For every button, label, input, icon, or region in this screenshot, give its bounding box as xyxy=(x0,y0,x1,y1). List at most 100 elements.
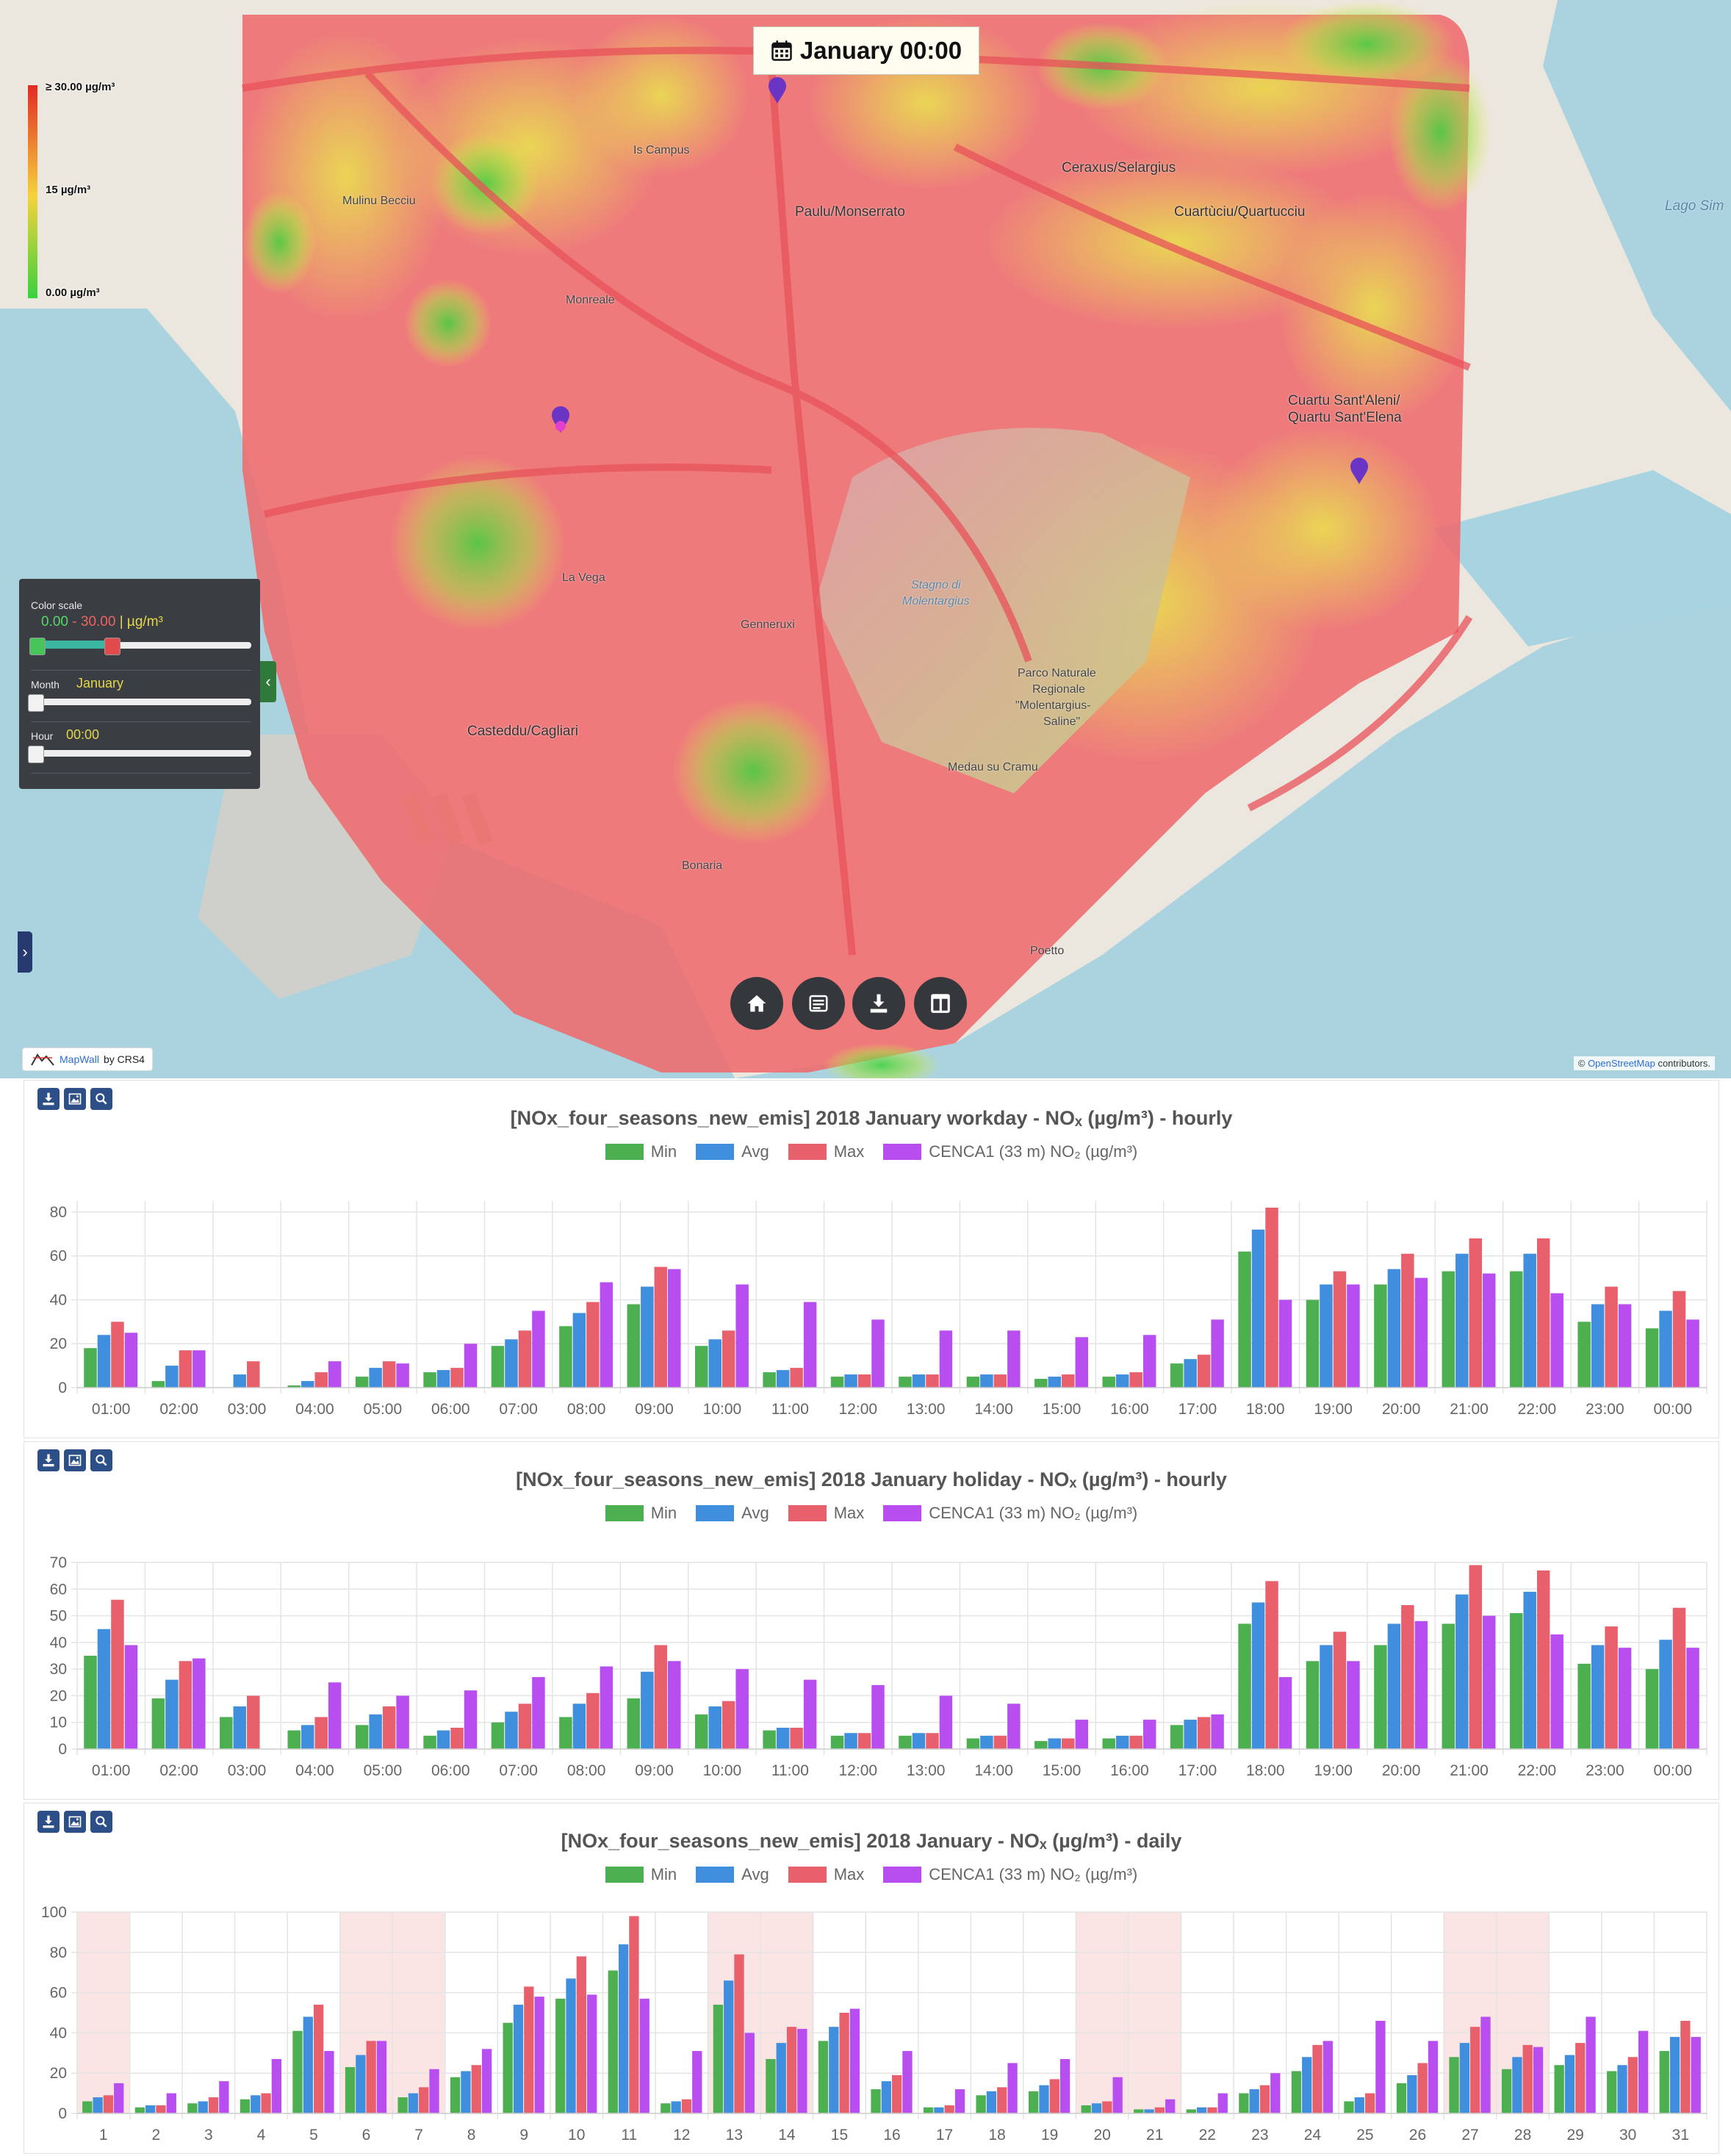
download-button[interactable] xyxy=(852,977,905,1030)
download-data-button[interactable] xyxy=(37,1811,60,1833)
bar-station xyxy=(1618,1648,1632,1749)
bar-station xyxy=(166,2093,176,2113)
image-icon xyxy=(68,1816,82,1828)
x-tick-label: 2 xyxy=(151,2127,160,2144)
color-scale-track[interactable] xyxy=(31,642,251,649)
bar-max xyxy=(179,1661,192,1749)
legend-item-avg[interactable]: Avg xyxy=(696,1142,769,1161)
label-cuartuciu: Cuartùciu/Quartucciu xyxy=(1174,204,1306,220)
download-data-button[interactable] xyxy=(37,1088,60,1110)
bar-avg xyxy=(1249,2089,1259,2113)
bar-max xyxy=(1536,1238,1550,1388)
bar-max xyxy=(1605,1286,1618,1388)
bar-station xyxy=(1428,2041,1439,2113)
legend-item-avg[interactable]: Avg xyxy=(696,1865,769,1884)
station-marker-north[interactable] xyxy=(767,76,788,104)
bar-station xyxy=(1112,2077,1123,2113)
bar-station xyxy=(1618,1304,1632,1388)
x-tick-label: 31 xyxy=(1672,2127,1689,2144)
download-data-button[interactable] xyxy=(37,1449,60,1471)
bar-station xyxy=(1480,2016,1491,2113)
zoom-button[interactable] xyxy=(90,1088,112,1110)
station-marker-cenca1[interactable] xyxy=(550,405,571,433)
bar-min xyxy=(818,2041,829,2113)
legend-item-min[interactable]: Min xyxy=(605,1865,677,1884)
x-tick-label: 5 xyxy=(309,2127,318,2144)
hour-slider[interactable] xyxy=(31,750,251,757)
zoom-button[interactable] xyxy=(90,1449,112,1471)
bar-avg xyxy=(301,1381,314,1388)
legend-item-avg[interactable]: Avg xyxy=(696,1504,769,1523)
bar-min xyxy=(187,2103,198,2113)
split-view-button[interactable] xyxy=(914,977,967,1030)
legend-item-station[interactable]: CENCA1 (33 m) NO₂ (µg/m³) xyxy=(883,1142,1137,1161)
x-tick-label: 11 xyxy=(621,2127,637,2144)
collapse-panel-button[interactable]: ‹ xyxy=(260,661,276,702)
map-view[interactable]: Ceraxus/Selargius Paulu/Monserrato Cuart… xyxy=(0,0,1731,1078)
bar-avg xyxy=(145,2105,156,2113)
legend-item-min[interactable]: Min xyxy=(605,1504,677,1523)
legend-item-station[interactable]: CENCA1 (33 m) NO₂ (µg/m³) xyxy=(883,1504,1137,1523)
list-button[interactable] xyxy=(792,977,845,1030)
home-button[interactable] xyxy=(730,977,783,1030)
attribution-prefix: © xyxy=(1577,1058,1588,1069)
bar-max xyxy=(993,1735,1007,1749)
save-image-button[interactable] xyxy=(64,1088,86,1110)
color-scale-min-handle[interactable] xyxy=(29,638,46,655)
x-tick-label: 24 xyxy=(1304,2127,1322,2144)
bar-min xyxy=(694,1714,708,1749)
month-slider[interactable] xyxy=(31,699,251,705)
legend-item-station[interactable]: CENCA1 (33 m) NO₂ (µg/m³) xyxy=(883,1865,1137,1884)
x-tick-label: 16:00 xyxy=(1110,1401,1149,1418)
legend-item-max[interactable]: Max xyxy=(788,1142,864,1161)
expand-sidebar-button[interactable]: › xyxy=(18,931,32,973)
bar-avg xyxy=(881,2081,891,2113)
x-tick-label: 23:00 xyxy=(1586,1762,1624,1779)
bar-min xyxy=(899,1377,912,1388)
legend-min: 0.00 µg/m³ xyxy=(46,286,100,299)
bar-min xyxy=(491,1346,505,1388)
bar-max xyxy=(1197,1717,1211,1749)
search-icon xyxy=(96,1816,107,1828)
x-tick-label: 22:00 xyxy=(1518,1762,1557,1779)
hour-slider-handle[interactable] xyxy=(28,746,44,763)
save-image-button[interactable] xyxy=(64,1449,86,1471)
x-tick-label: 28 xyxy=(1514,2127,1531,2144)
bar-avg xyxy=(97,1629,111,1749)
x-tick-label: 18:00 xyxy=(1246,1762,1285,1779)
bar-avg xyxy=(776,1727,790,1749)
station-marker-quartu[interactable] xyxy=(1349,457,1370,485)
bar-avg xyxy=(505,1339,518,1388)
bar-min xyxy=(627,1304,641,1388)
osm-link[interactable]: OpenStreetMap xyxy=(1588,1058,1655,1069)
bar-max xyxy=(1333,1632,1347,1749)
month-slider-handle[interactable] xyxy=(28,694,44,712)
map-canvas[interactable] xyxy=(0,0,1731,1078)
bar-avg xyxy=(369,1714,382,1749)
bar-max xyxy=(247,1695,260,1749)
bar-avg xyxy=(1407,2074,1417,2113)
bar-max xyxy=(586,1302,600,1388)
x-tick-label: 15 xyxy=(831,2127,848,2144)
brand-badge[interactable]: MapWall by CRS4 xyxy=(22,1048,153,1071)
bar-avg xyxy=(844,1374,857,1388)
legend-item-max[interactable]: Max xyxy=(788,1865,864,1884)
color-scale-max-handle[interactable] xyxy=(104,638,120,655)
x-tick-label: 19:00 xyxy=(1314,1762,1353,1779)
zoom-button[interactable] xyxy=(90,1811,112,1833)
x-tick-label: 29 xyxy=(1566,2127,1583,2144)
legend-item-max[interactable]: Max xyxy=(788,1504,864,1523)
legend-item-min[interactable]: Min xyxy=(605,1142,677,1161)
label-parco: Parco Naturale xyxy=(1018,667,1096,679)
bar-min xyxy=(1645,1669,1659,1749)
bar-max xyxy=(314,1372,328,1388)
bar-min xyxy=(1102,1738,1115,1749)
download-icon xyxy=(43,1454,54,1467)
save-image-button[interactable] xyxy=(64,1811,86,1833)
x-tick-label: 17:00 xyxy=(1178,1762,1217,1779)
x-tick-label: 16 xyxy=(883,2127,900,2144)
bar-station xyxy=(668,1661,681,1749)
bar-max xyxy=(1049,2079,1059,2113)
bar-min xyxy=(608,1970,618,2113)
y-tick-label: 0 xyxy=(58,1741,67,1758)
